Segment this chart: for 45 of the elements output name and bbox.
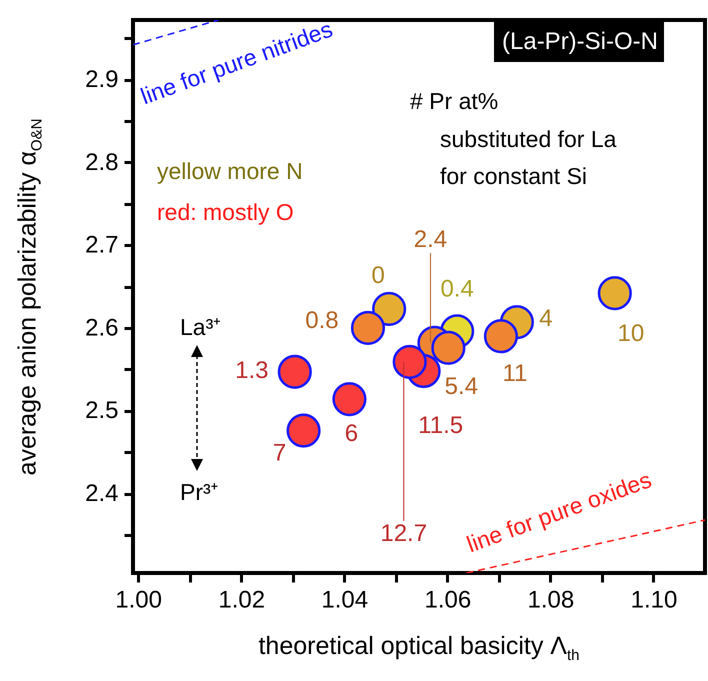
text: line for pure oxides (463, 466, 655, 558)
y-tick-label: 2.4 (85, 480, 118, 508)
annotation: 6 (344, 420, 358, 448)
annotation: 0.8 (305, 306, 339, 334)
point (372, 292, 406, 326)
y-tick-label: 2.9 (85, 66, 118, 94)
annotation: substituted for La (440, 126, 616, 152)
x-tick-label: 1.10 (630, 586, 678, 614)
annotation: 1.3 (235, 356, 268, 384)
x-tick-label: 1.04 (321, 586, 368, 614)
annotation: La³⁺ (180, 314, 222, 340)
annotation: 7 (272, 440, 286, 467)
point (484, 319, 518, 354)
text: line for pure nitrides (137, 16, 336, 110)
point (286, 414, 321, 448)
annotation: (La-Pr)-Si-O-N (494, 22, 664, 62)
annotation: 2.4 (414, 226, 448, 253)
annotation: 0.4 (440, 275, 474, 302)
annotation: 11.5 (418, 412, 464, 440)
annotation: for constant Si (440, 163, 588, 189)
annotation: 5.4 (444, 372, 478, 400)
point (278, 354, 312, 389)
x-tick-label: 1.06 (424, 586, 472, 614)
annotation: 10 (617, 320, 644, 348)
x-axis-title: theoretical optical basicity Λ$_{th}$ (258, 632, 580, 664)
point (431, 330, 466, 365)
x-tick-label: 1.02 (218, 586, 266, 614)
annotation: red: mostly O (157, 199, 294, 225)
point (598, 276, 632, 310)
annotation: 4 (539, 305, 553, 332)
annotation: 0 (371, 262, 385, 289)
annotation: yellow more N (157, 158, 303, 184)
y-tick-label: 2.6 (85, 314, 118, 342)
annotation: 11 (502, 360, 528, 388)
point (332, 382, 366, 416)
y-tick-label: 2.7 (85, 232, 118, 259)
annotation: 12.7 (380, 520, 428, 547)
point (392, 344, 427, 379)
annotation: # Pr at% (410, 88, 498, 114)
x-tick-label: 1.08 (528, 586, 574, 614)
x-tick-label: 1.00 (115, 586, 162, 614)
point (350, 310, 386, 345)
y-tick-label: 2.8 (85, 148, 118, 176)
y-tick-label: 2.5 (85, 397, 118, 424)
annotation: Pr³⁺ (180, 479, 219, 505)
